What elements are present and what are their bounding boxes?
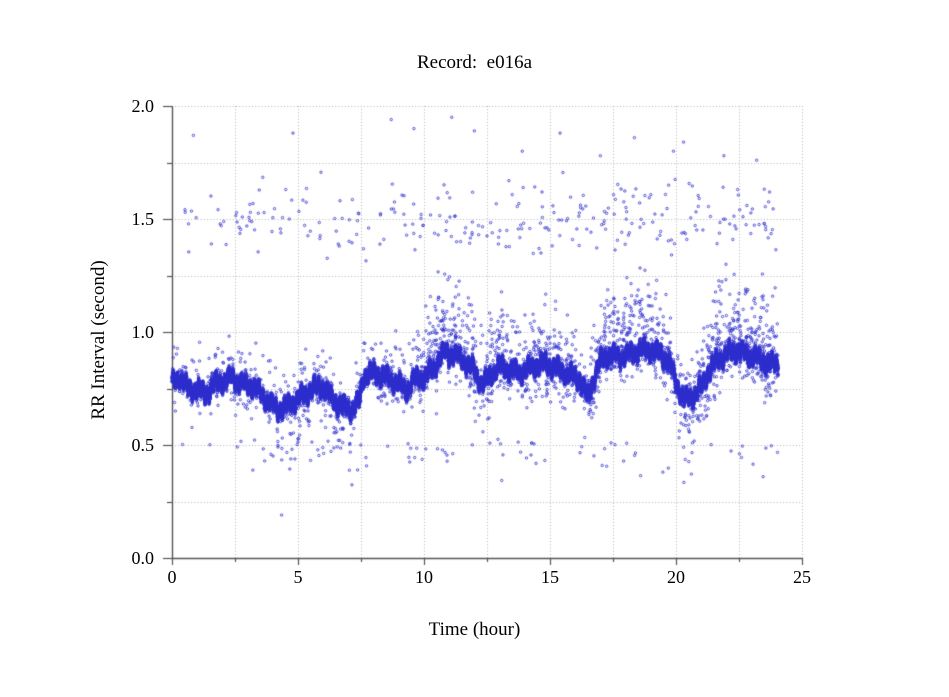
x-tick-label: 0 [167, 567, 177, 587]
chart-title: Record: e016a [416, 52, 532, 73]
x-tick-label: 20 [667, 567, 685, 587]
x-axis-title: Time (hour) [428, 619, 521, 640]
x-tick-label: 15 [541, 567, 559, 587]
y-tick-label: 1.0 [131, 322, 155, 342]
x-tick-label: 25 [793, 567, 811, 587]
y-tick-label: 1.5 [131, 209, 155, 229]
y-tick-label: 0.0 [131, 548, 155, 568]
x-tick-label: 10 [415, 567, 433, 587]
y-tick-label: 0.5 [131, 435, 155, 455]
y-axis-title: RR Interval (second) [88, 260, 109, 420]
y-tick-label: 2.0 [131, 96, 155, 116]
x-tick-label: 5 [293, 567, 303, 587]
